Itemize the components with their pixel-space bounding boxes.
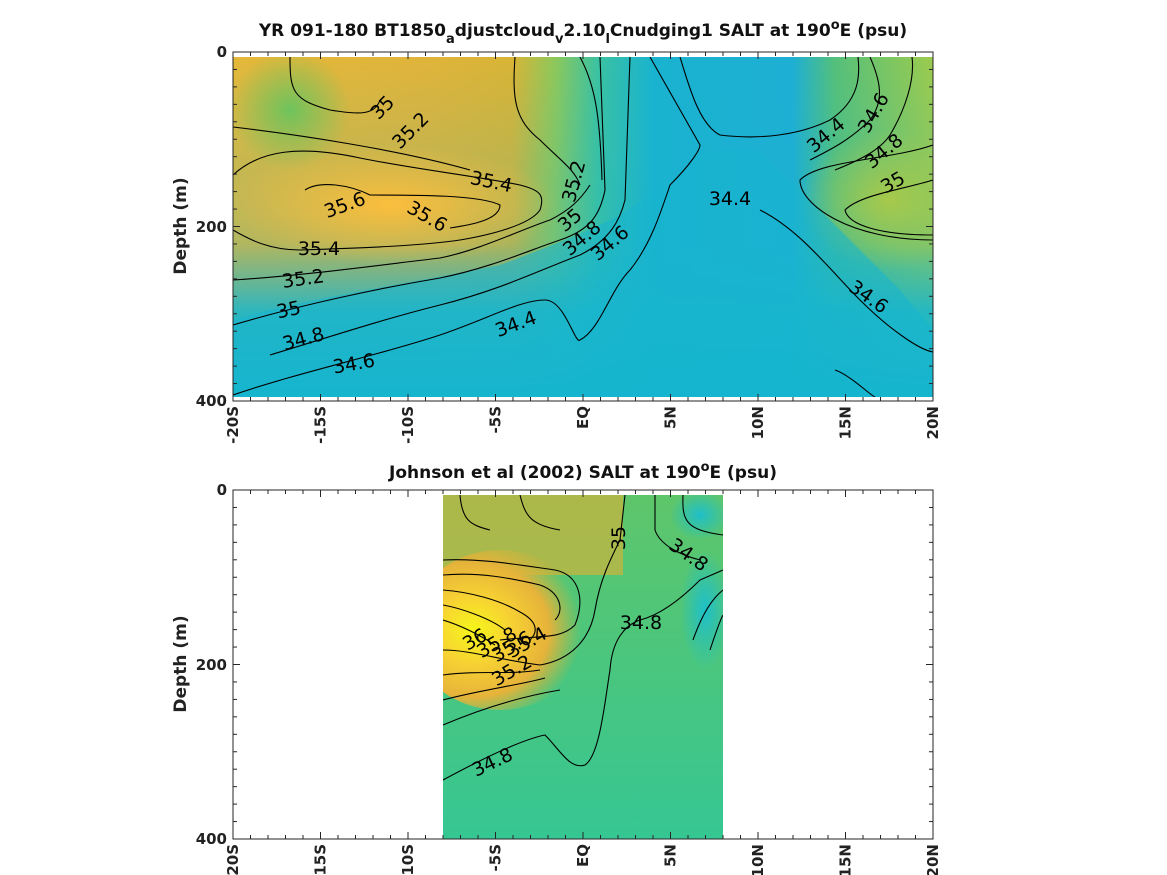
contour-line	[269, 57, 631, 356]
top-ytick-label: 200	[196, 218, 227, 236]
top-xtick-label: -10S	[399, 406, 417, 444]
bottom-ytick-label: 0	[217, 481, 227, 499]
bottom-ylabel: Depth (m)	[171, 615, 191, 712]
contour-line	[679, 57, 860, 138]
contour-line	[289, 57, 381, 114]
top-ylabel: Depth (m)	[171, 177, 191, 274]
top-xtick-labels: -20S -15S -10S -5S EQ 5N 10N 15N 20N	[224, 406, 942, 444]
bottom-xtick-label: 20N	[924, 844, 942, 875]
top-contours	[233, 57, 933, 397]
contour-line	[799, 144, 933, 241]
bottom-xtick-label: 10N	[749, 844, 767, 875]
top-heatmap: 35 35.2 35.4 35.6 35.6 35.4 35.2 35 34.8…	[233, 57, 933, 397]
contour-line	[654, 495, 701, 561]
contour-label: 34.8	[620, 612, 662, 634]
top-panel: YR 091-180 BT1850adjustcloudv2.10lCnudgi…	[171, 18, 942, 444]
contour-label: 34.4	[709, 188, 751, 210]
top-ytick-label: 0	[217, 43, 227, 61]
contour-line	[233, 57, 701, 396]
bottom-xtick-labels: -20S -15S -10S -5S EQ 5N 10N 15N 20N	[224, 844, 942, 875]
bottom-contour-labels: 35 34.8 34.8 36 35.8 35.6 35.4 35.2 34.8	[459, 526, 712, 782]
top-ticks	[232, 51, 934, 402]
contour-line	[233, 57, 606, 326]
bottom-ytick-label: 200	[196, 656, 227, 674]
contour-line	[443, 689, 561, 726]
top-xtick-label: -20S	[224, 406, 242, 444]
contour-line	[579, 57, 603, 181]
bottom-xtick-label: -10S	[399, 844, 417, 875]
bottom-xtick-label: EQ	[574, 844, 592, 867]
top-xtick-label: 20N	[924, 406, 942, 439]
bottom-xtick-label: -15S	[312, 844, 330, 875]
bottom-xtick-label: -20S	[224, 844, 242, 875]
top-xtick-label: 10N	[749, 406, 767, 439]
contour-line	[443, 559, 581, 641]
bottom-xtick-label: 15N	[837, 844, 855, 875]
contour-line	[809, 57, 881, 161]
top-title: YR 091-180 BT1850adjustcloudv2.10lCnudgi…	[258, 18, 907, 47]
top-xtick-label: -15S	[312, 406, 330, 444]
contour-label: 35	[608, 526, 630, 550]
bottom-title: Johnson et al (2002) SALT at 190oE (psu)	[388, 460, 777, 483]
contour-line	[459, 495, 491, 531]
contour-line	[233, 150, 543, 251]
contour-line	[443, 604, 506, 631]
bottom-xtick-label: 5N	[662, 844, 680, 867]
contour-line	[682, 495, 723, 536]
contour-line	[513, 57, 581, 186]
top-xtick-label: 15N	[837, 406, 855, 439]
contour-line	[443, 569, 723, 781]
top-xtick-label: -5S	[487, 406, 505, 433]
bottom-panel: Johnson et al (2002) SALT at 190oE (psu)	[171, 460, 942, 875]
bottom-heatmap: 35 34.8 34.8 36 35.8 35.6 35.4 35.2 34.8	[443, 495, 723, 839]
contour-line	[443, 495, 626, 666]
contour-line	[443, 677, 546, 701]
contour-line	[692, 589, 723, 641]
bottom-ticks	[232, 489, 934, 840]
contour-line	[304, 184, 501, 229]
top-ytick-label: 400	[196, 392, 227, 410]
contour-line	[443, 589, 536, 641]
contour-line	[233, 184, 591, 281]
contour-line	[443, 669, 541, 676]
contour-line	[233, 126, 471, 171]
bottom-contours	[443, 495, 723, 781]
contour-label: 35.4	[298, 238, 340, 260]
bottom-ytick-label: 400	[196, 830, 227, 848]
contour-line	[443, 573, 561, 621]
contour-line	[709, 614, 723, 651]
contour-line	[759, 209, 933, 353]
bottom-xtick-label: -5S	[487, 844, 505, 871]
contour-line	[844, 179, 933, 236]
top-xtick-label: 5N	[662, 406, 680, 429]
contour-line	[519, 495, 561, 531]
contour-label: 35	[275, 297, 303, 324]
contour-line	[443, 619, 496, 646]
contour-line	[834, 369, 876, 397]
top-xtick-label: EQ	[574, 406, 592, 429]
